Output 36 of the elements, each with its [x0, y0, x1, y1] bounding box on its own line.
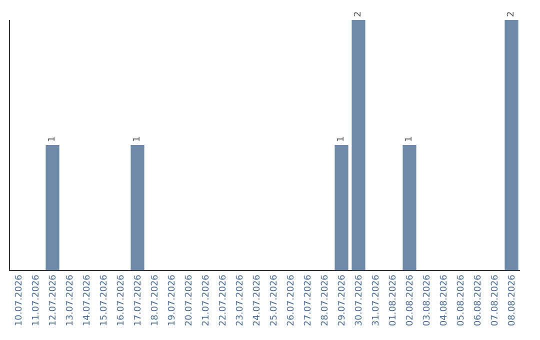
- x-tick-label: 20.07.2026: [184, 274, 194, 326]
- x-tick-label: 16.07.2026: [116, 274, 126, 326]
- x-tick-label: 05.08.2026: [456, 274, 466, 326]
- data-label: 1: [336, 136, 346, 142]
- x-tick-label: 04.08.2026: [439, 274, 450, 326]
- x-tick-label: 06.08.2026: [473, 274, 484, 326]
- x-tick-label: 01.08.2026: [388, 274, 398, 326]
- x-tick-label: 19.07.2026: [167, 274, 178, 326]
- x-tick-label: 25.07.2026: [269, 274, 280, 326]
- x-tick-label: 28.07.2026: [320, 274, 330, 326]
- x-tick-label: 02.08.2026: [405, 274, 416, 326]
- x-tick-label: 13.07.2026: [65, 274, 76, 326]
- x-tick-label: 22.07.2026: [218, 274, 228, 326]
- data-label: 1: [404, 136, 414, 142]
- x-tick-label: 15.07.2026: [99, 274, 110, 326]
- x-tick-label: 27.07.2026: [303, 274, 314, 326]
- data-label: 2: [354, 11, 364, 17]
- x-tick-label: 23.07.2026: [235, 274, 246, 326]
- x-tick-label: 18.07.2026: [150, 274, 160, 326]
- data-label: 1: [48, 136, 58, 142]
- x-tick-label: 14.07.2026: [82, 274, 92, 326]
- x-tick-label: 24.07.2026: [252, 274, 262, 326]
- x-tick-label: 07.08.2026: [490, 274, 500, 326]
- data-label: 1: [132, 136, 142, 142]
- x-tick-label: 08.08.2026: [507, 274, 518, 326]
- x-tick-label: 29.07.2026: [337, 274, 348, 326]
- x-tick-label: 03.08.2026: [422, 274, 432, 326]
- data-label: 2: [506, 11, 516, 17]
- x-tick-label: 26.07.2026: [286, 274, 296, 326]
- x-tick-label: 30.07.2026: [354, 274, 364, 326]
- x-tick-label: 11.07.2026: [31, 274, 42, 326]
- x-tick-label: 21.07.2026: [201, 274, 212, 326]
- x-tick-label: 10.07.2026: [14, 274, 24, 326]
- x-tick-label: 31.07.2026: [371, 274, 382, 326]
- x-tick-label: 17.07.2026: [133, 274, 144, 326]
- x-tick-label: 12.07.2026: [48, 274, 58, 326]
